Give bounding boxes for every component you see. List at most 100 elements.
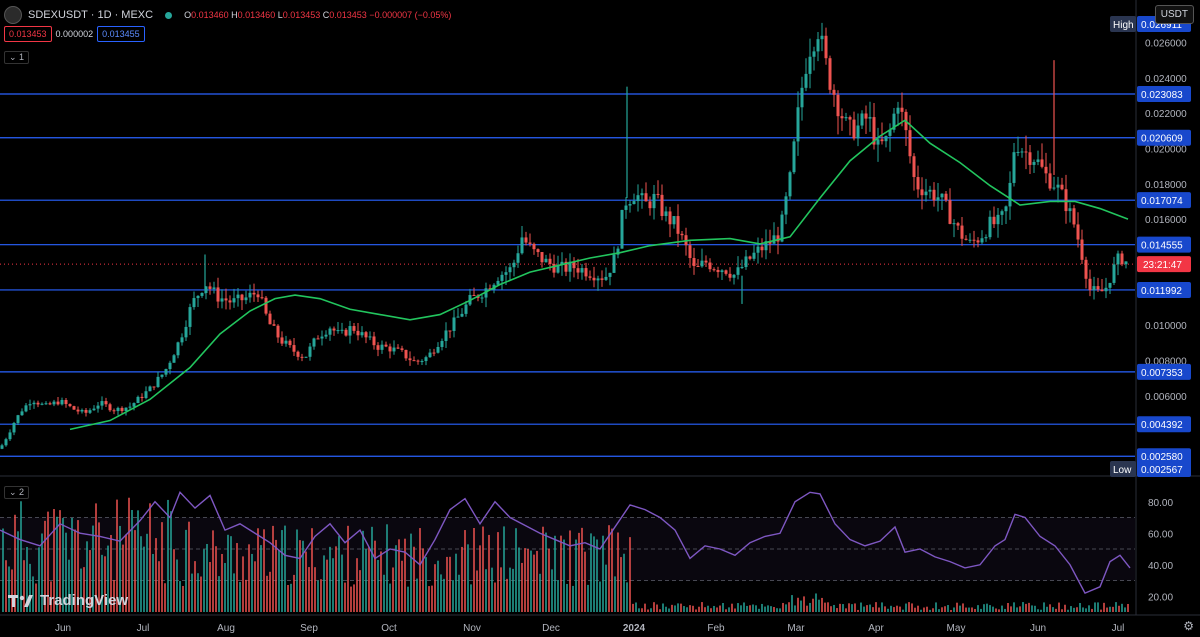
volume-bar [74,529,76,612]
candle-body [108,404,112,411]
level-label-bg [1137,236,1191,253]
volume-bar [1094,602,1096,612]
settings-gear-icon[interactable]: ⚙ [1183,619,1194,633]
volume-bar [362,530,364,612]
candle-body [948,200,952,224]
candle-body [1116,253,1120,265]
candle-body [1016,151,1020,153]
change-value: −0.000007 (−0.05%) [369,10,452,20]
candle-body [776,235,780,242]
volume-bar [281,530,283,612]
candle-body [908,130,912,157]
indicator-toggle-1[interactable]: ⌄ 1 [4,51,30,64]
volume-bar [239,581,241,612]
volume-bar [98,522,100,612]
volume-bar [707,605,709,612]
candle-body [396,347,400,349]
volume-bar [248,544,250,612]
volume-bar [149,503,151,612]
candle-body [368,336,372,338]
volume-bar [164,583,166,612]
volume-bar [458,574,460,612]
candle-body [596,278,600,281]
volume-bar [644,603,646,612]
volume-bar [788,602,790,612]
volume-bar [671,604,673,612]
time-tick-label: 2024 [623,623,646,634]
volume-bar [668,608,670,612]
sell-price-button[interactable]: 0.013453 [4,26,52,42]
indicator-toggle-2[interactable]: ⌄ 2 [4,486,30,499]
volume-bar [767,605,769,612]
candle-body [224,298,228,301]
level-label: 0.023083 [1141,90,1183,101]
low-label: Low [1113,465,1132,476]
volume-bar [479,545,481,612]
volume-bar [206,543,208,612]
watermark-text: TradingView [40,592,129,609]
candle-body [868,117,872,119]
volume-bar [224,563,226,612]
volume-bar [521,562,523,612]
volume-bar [1079,602,1081,612]
volume-bar [857,609,859,612]
candle-body [132,403,136,407]
volume-bar [512,568,514,612]
price-tick-label: 0.010000 [1145,321,1187,332]
volume-bar [422,548,424,612]
volume-bar [662,603,664,612]
candle-body [248,292,252,298]
candle-body [272,324,276,326]
volume-bar [65,532,67,612]
level-label-bg [1137,363,1191,380]
candle-body [784,196,788,215]
candle-body [884,135,888,142]
candle-body [516,253,520,263]
volume-bar [290,583,292,612]
volume-bar [410,533,412,612]
volume-bar [113,580,115,612]
candle-body [12,422,16,433]
candle-body [760,246,764,251]
volume-bar [29,563,31,612]
volume-bar [41,533,43,612]
volume-bar [260,545,262,612]
volume-bar [488,534,490,612]
symbol-title[interactable]: SDEXUSDT · 1D · MEXC [28,9,154,21]
volume-bar [737,603,739,612]
candle-body [164,369,168,375]
candle-body [112,410,116,412]
volume-bar [50,581,52,612]
buy-price-button[interactable]: 0.013455 [97,26,145,42]
candle-body [124,407,128,412]
volume-bar [284,525,286,612]
volume-bar [482,526,484,612]
volume-bar [827,602,829,612]
candle-body [428,352,432,358]
candle-body [1000,211,1004,215]
currency-select[interactable]: USDT [1154,5,1194,24]
volume-bar [575,539,577,612]
volume-bar [170,511,172,612]
time-tick-label: Sep [300,623,318,634]
volume-bar [1082,607,1084,612]
volume-bar [956,602,958,612]
low-value: 0.002567 [1141,465,1183,476]
candle-body [772,235,776,244]
price-tick-label: 0.018000 [1145,180,1187,191]
volume-bar [623,553,625,612]
volume-bar [449,556,451,612]
candle-body [628,204,632,206]
volume-bar [893,607,895,612]
volume-bar [764,606,766,612]
volume-bar [866,605,868,612]
time-tick-label: Oct [381,623,397,634]
volume-bar [212,530,214,612]
level-label-bg [1137,448,1191,465]
candle-body [80,409,84,412]
volume-bar [293,574,295,612]
candle-body [436,346,440,353]
candle-body [84,409,88,413]
volume-bar [881,602,883,612]
